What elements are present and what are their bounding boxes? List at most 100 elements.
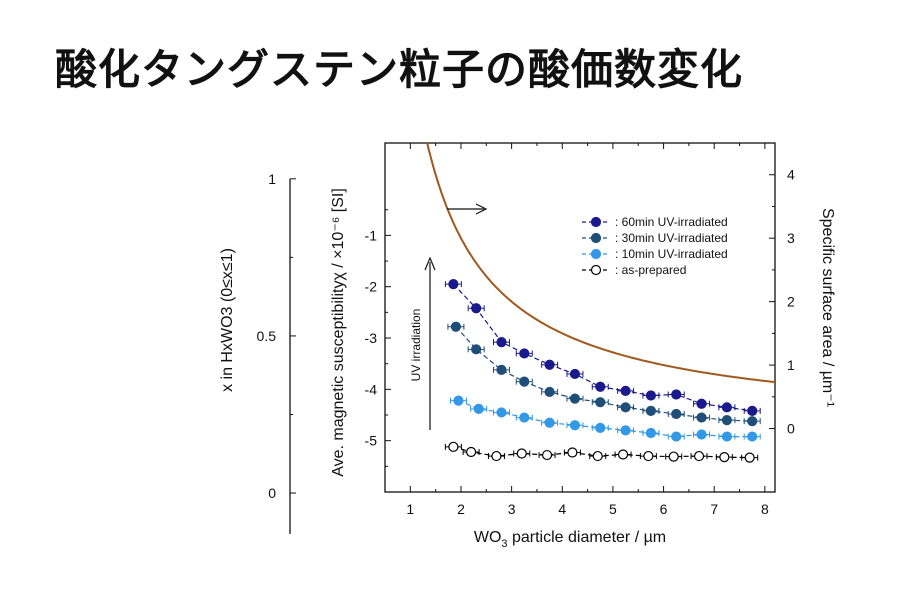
outer-tick-label: 0.5: [257, 328, 277, 344]
axis-ticks: 1 2 3 4 5 6 7 8 -1 -2 -3 -4 -5 0 1 2 3 4: [365, 143, 795, 517]
outer-x-axis: 10.50: [257, 171, 296, 534]
data-point: [620, 425, 631, 436]
uv-arrow-head: [424, 256, 436, 271]
y-right-tick-label: 0: [787, 421, 795, 437]
legend-marker: [590, 216, 602, 228]
plot-border: [384, 142, 776, 493]
legend-marker: [590, 264, 602, 276]
data-point: [645, 390, 657, 401]
data-point: [519, 412, 530, 423]
legend-marker: [590, 232, 602, 244]
page-title: 酸化タングステン粒子の酸価数変化: [55, 45, 744, 94]
data-point: [643, 450, 654, 462]
y-right-tick-label: 3: [787, 230, 795, 246]
ssa-curve: [426, 143, 775, 384]
data-point: [620, 385, 631, 396]
data-point: [721, 415, 732, 426]
series-group: [444, 279, 761, 463]
data-point: [471, 344, 482, 355]
data-point: [496, 364, 507, 375]
data-point: [744, 452, 755, 463]
data-point: [448, 279, 459, 290]
x-tick-label: 8: [761, 501, 769, 517]
y-left-tick-label: -3: [365, 330, 378, 346]
data-point: [668, 451, 679, 462]
data-point: [519, 348, 530, 359]
data-point: [721, 402, 732, 413]
y-right-tick-label: 2: [787, 294, 795, 310]
data-point: [592, 450, 603, 462]
outer-tick-label: 1: [268, 171, 276, 187]
data-point: [595, 381, 606, 392]
data-point: [595, 422, 606, 433]
y-right-tick-label: 1: [787, 357, 795, 373]
y-left-tick-label: -4: [365, 381, 378, 397]
data-point: [519, 376, 530, 387]
uv-arrow: UV irradiation: [409, 256, 436, 430]
x-tick-label: 1: [406, 501, 414, 517]
x-tick-label: 4: [558, 501, 566, 517]
y-left-tick-label: -2: [365, 279, 378, 295]
data-point: [544, 417, 555, 428]
data-point: [569, 420, 581, 431]
data-point: [567, 447, 578, 458]
y-right-axis-title: Specific surface area / µm⁻¹: [819, 208, 836, 407]
y-left-tick-label: -5: [365, 433, 378, 449]
x-tick-label: 5: [609, 501, 617, 517]
outer-tick-label: 0: [268, 485, 276, 501]
data-point: [747, 431, 758, 442]
legend-label: : as-prepared: [615, 263, 686, 277]
data-point: [747, 405, 758, 417]
data-point: [671, 389, 682, 400]
data-point: [541, 449, 553, 461]
data-point: [747, 416, 758, 427]
data-point: [719, 452, 730, 463]
x-tick-label: 7: [710, 501, 718, 517]
data-point: [721, 431, 732, 442]
data-point: [496, 337, 507, 348]
data-point: [496, 407, 507, 418]
data-point: [544, 359, 555, 370]
data-point: [671, 431, 682, 442]
data-point: [466, 446, 477, 458]
data-point: [620, 402, 631, 413]
axis-labels: WO3 particle diameter / µm Ave. magnetic …: [219, 188, 836, 550]
data-point: [544, 386, 555, 398]
data-point: [473, 403, 484, 414]
data-point: [569, 393, 581, 404]
data-point: [696, 429, 707, 440]
x-axis-title: WO3 particle diameter / µm: [474, 529, 666, 550]
data-point: [645, 427, 657, 439]
data-point: [491, 450, 502, 462]
y-left-tick-label: -1: [365, 227, 378, 243]
x-tick-label: 2: [457, 501, 465, 517]
legend-label: : 10min UV-irradiated: [615, 247, 728, 261]
x-tick-label: 6: [660, 501, 668, 517]
data-point: [671, 408, 682, 420]
data-point: [617, 449, 629, 460]
series-line: [452, 283, 753, 412]
annotations: UV irradiation: [409, 203, 488, 430]
legend-label: : 60min UV-irradiated: [615, 215, 728, 229]
uv-irradiation-label: UV irradiation: [409, 309, 423, 382]
right-axis-arrow: [447, 203, 488, 215]
data-point: [595, 397, 606, 408]
y-right-tick-label: 4: [787, 167, 795, 183]
legend: : 60min UV-irradiated: 30min UV-irradiat…: [582, 215, 728, 277]
data-point: [693, 450, 705, 462]
data-point: [645, 405, 657, 417]
right-arrow-head: [475, 203, 488, 215]
ssa-curve-group: [426, 143, 775, 384]
data-point: [516, 448, 527, 459]
data-point: [471, 303, 482, 314]
data-point: [569, 368, 581, 380]
y-left-axis-title: Ave. magnetic susceptibilityχ / ×10⁻⁶ [S…: [330, 188, 347, 477]
data-point: [450, 321, 462, 332]
plot-frame: [384, 142, 776, 493]
y-outer-axis-title: x in HxWO3 (0≤x≤1): [219, 248, 236, 392]
legend-marker: [590, 248, 602, 260]
x-tick-label: 3: [508, 501, 516, 517]
data-point: [448, 441, 459, 452]
data-point: [453, 395, 464, 406]
